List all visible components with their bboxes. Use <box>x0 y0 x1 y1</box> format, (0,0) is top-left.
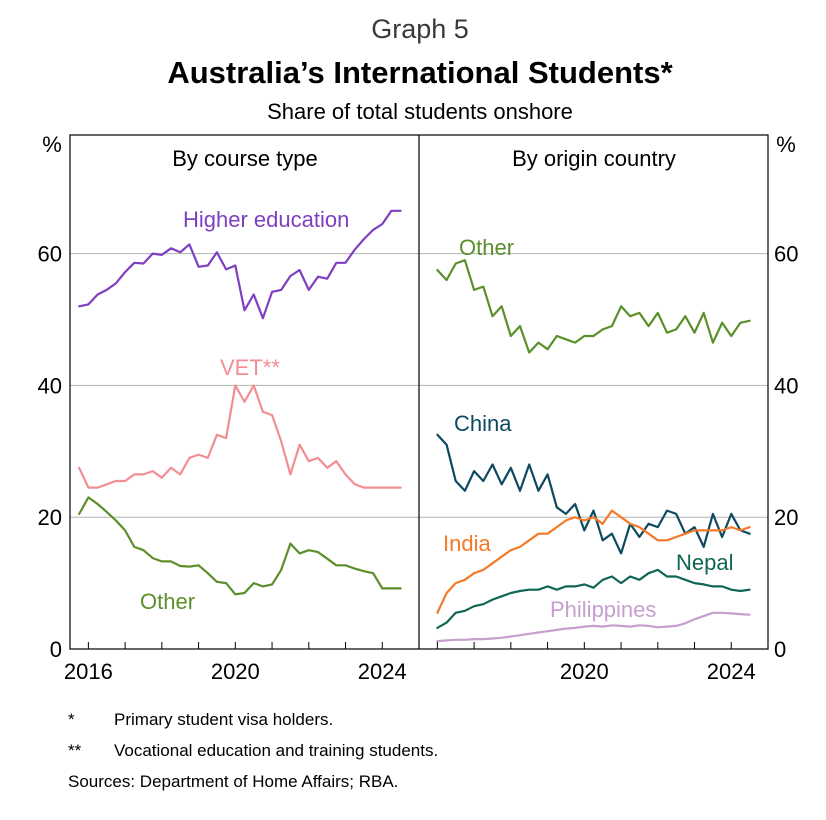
x-tick-label: 2020 <box>560 659 609 684</box>
y-tick-label-right: 40 <box>774 373 798 398</box>
footnote-1-mark: * <box>68 710 75 729</box>
label-philippines: Philippines <box>550 597 656 622</box>
label-china: China <box>454 411 512 436</box>
footnotes: * Primary student visa holders. ** Vocat… <box>68 704 438 797</box>
y-tick-label-right: 20 <box>774 505 798 530</box>
series-line-nepal <box>436 568 751 630</box>
axis-ticks <box>87 642 732 649</box>
y-tick-label-left: 0 <box>50 637 62 662</box>
panel-title-course-type: By course type <box>172 146 318 171</box>
label-india: India <box>443 531 491 556</box>
series-line-other-country <box>436 259 751 354</box>
x-tick-label: 2020 <box>211 659 260 684</box>
series-labels: Higher education VET** Other Other China… <box>140 207 733 622</box>
y-tick-label-right: 0 <box>774 637 786 662</box>
sources: Sources: Department of Home Affairs; RBA… <box>68 772 399 791</box>
label-other-country: Other <box>459 235 514 260</box>
y-unit-left: % <box>42 132 62 157</box>
label-vet: VET** <box>220 355 280 380</box>
footnote-1: * Primary student visa holders. <box>68 704 438 735</box>
series-line-higher-education <box>78 209 402 320</box>
x-tick-label: 2024 <box>707 659 756 684</box>
x-tick-label: 2016 <box>64 659 113 684</box>
series-line-philippines <box>436 611 751 643</box>
panel-title-origin-country: By origin country <box>512 146 676 171</box>
y-tick-label-left: 20 <box>38 505 62 530</box>
series-lines <box>78 209 751 643</box>
graph-number: Graph 5 <box>371 14 469 44</box>
y-tick-label-right: 60 <box>774 242 798 267</box>
label-other-course: Other <box>140 589 195 614</box>
footnote-1-text: Primary student visa holders. <box>114 710 334 729</box>
series-line-china <box>436 433 751 555</box>
label-nepal: Nepal <box>676 550 733 575</box>
series-line-india <box>436 509 751 614</box>
footnote-2-mark: ** <box>68 741 82 760</box>
series-line-other-course <box>78 496 402 596</box>
y-tick-label-left: 40 <box>38 373 62 398</box>
y-tick-label-left: 60 <box>38 242 62 267</box>
footnote-2: ** Vocational education and training stu… <box>68 735 438 766</box>
series-line-vet <box>78 384 402 489</box>
chart-subtitle: Share of total students onshore <box>267 99 573 124</box>
y-unit-right: % <box>776 132 796 157</box>
chart-title: Australia’s International Students* <box>167 55 673 90</box>
footnote-2-text: Vocational education and training studen… <box>114 741 439 760</box>
label-higher-education: Higher education <box>183 207 349 232</box>
x-tick-label: 2024 <box>358 659 407 684</box>
